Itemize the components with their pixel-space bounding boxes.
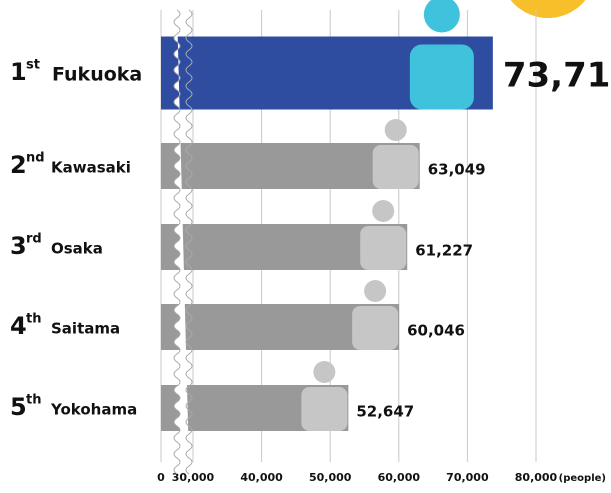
axis-break-edge xyxy=(185,9,193,475)
rank-suffix: st xyxy=(26,58,40,73)
person-head xyxy=(313,361,336,383)
person-head xyxy=(372,200,395,222)
person-icon xyxy=(301,361,348,431)
value-label: 63,049 xyxy=(428,161,486,179)
x-tick-label: 40,000 xyxy=(240,471,283,484)
axis-break xyxy=(174,10,189,474)
category-label: Saitama xyxy=(51,320,120,338)
rank-number: 4 xyxy=(10,312,27,340)
value-label: 52,647 xyxy=(356,403,414,421)
rank-number: 3 xyxy=(10,232,27,260)
person-body xyxy=(352,306,399,350)
category-label: Yokohama xyxy=(50,401,137,419)
rank-number: 2 xyxy=(10,151,27,179)
person-head xyxy=(423,0,460,33)
x-tick-label: 80,000 xyxy=(515,471,558,484)
rank-number: 5 xyxy=(10,393,27,421)
person-head xyxy=(384,119,407,141)
person-body xyxy=(409,44,474,110)
rank-number: 1 xyxy=(10,58,27,86)
value-label: 73,711 xyxy=(503,56,611,96)
person-icon xyxy=(372,119,419,189)
rank-suffix: nd xyxy=(26,151,45,166)
value-label: 60,046 xyxy=(407,322,465,340)
rank-suffix: rd xyxy=(26,232,42,247)
category-label: Osaka xyxy=(51,240,103,258)
decoration-circle xyxy=(510,0,586,18)
person-body xyxy=(372,145,419,189)
rank-suffix: th xyxy=(26,393,41,408)
value-label: 61,227 xyxy=(415,242,473,260)
x-tick-label: 70,000 xyxy=(446,471,489,484)
person-body xyxy=(360,226,407,270)
x-tick-label: 0 xyxy=(157,471,165,484)
x-tick-label: 60,000 xyxy=(378,471,421,484)
person-body xyxy=(301,387,348,431)
x-tick-label: 30,000 xyxy=(172,471,215,484)
category-label: Kawasaki xyxy=(51,159,131,177)
person-icon xyxy=(360,200,407,270)
x-unit: (people) xyxy=(559,473,606,484)
person-icon xyxy=(352,280,399,350)
rank-suffix: th xyxy=(26,312,41,327)
person-head xyxy=(364,280,387,302)
person-icon xyxy=(409,0,474,110)
axis-break-edge xyxy=(173,9,181,475)
x-tick-label: 50,000 xyxy=(309,471,352,484)
category-label: Fukuoka xyxy=(52,64,142,86)
